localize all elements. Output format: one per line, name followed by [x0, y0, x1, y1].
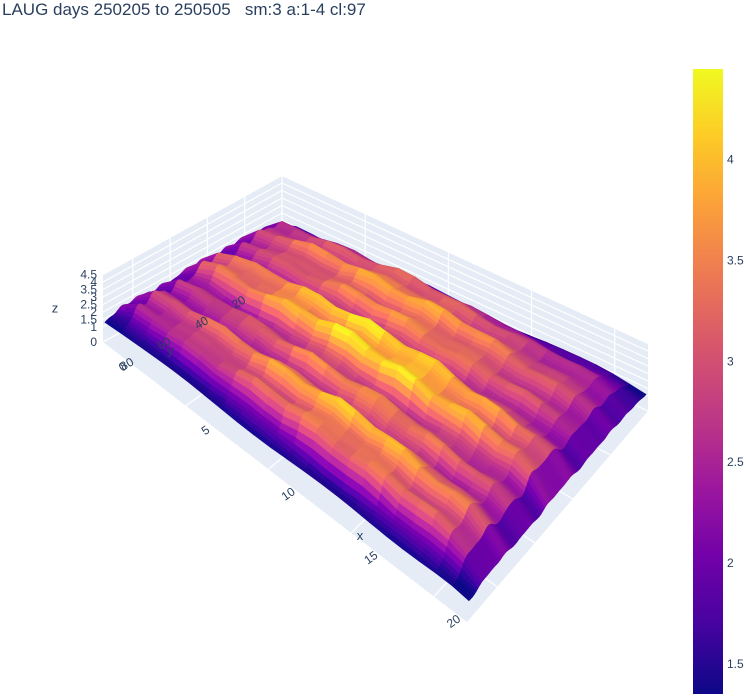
z-gridline	[281, 212, 649, 382]
z-gridline	[281, 174, 649, 345]
z-gridline	[102, 197, 283, 298]
y-axis-title: y	[167, 343, 174, 358]
z-tick-label: 4	[90, 275, 97, 289]
z-axis-title: z	[52, 300, 59, 315]
z-tick-label: 3.5	[80, 283, 97, 297]
z-gridline	[102, 174, 283, 276]
z-tick-label: 0	[90, 335, 97, 349]
colorbar-tick-label: 1.5	[727, 657, 744, 671]
z-gridline	[281, 204, 649, 375]
x-axis-title: x	[357, 528, 364, 543]
z-gridline	[102, 189, 283, 291]
x-tick-label: 5	[199, 423, 213, 438]
y-tick-label: 40	[192, 313, 211, 332]
colorbar: 1.5 2 2.5 3 3.5 4	[693, 69, 744, 694]
y-tick-label: 20	[229, 293, 248, 312]
y-tick-label: 60	[155, 334, 174, 353]
colorbar-gradient	[693, 69, 723, 694]
z-tick-label: 3	[90, 290, 97, 304]
z-gridline	[281, 189, 649, 360]
z-gridline	[102, 212, 283, 313]
chart-title: LAUG days 250205 to 250505 sm:3 a:1-4 cl…	[2, 0, 366, 19]
colorbar-tick-label: 4	[727, 153, 734, 167]
surface-mesh	[104, 221, 647, 602]
z-gridline	[281, 197, 649, 367]
z-gridline	[102, 204, 283, 306]
colorbar-tick-label: 2.5	[727, 455, 744, 469]
y-tick-label: 80	[118, 354, 137, 373]
z-tick-label: 1.5	[80, 313, 97, 327]
z-tick-label: 1	[90, 320, 97, 334]
surface-cell	[451, 583, 472, 602]
z-tick-label: 2.5	[80, 298, 97, 312]
z-tick-label: 2	[90, 305, 97, 319]
z-gridline	[281, 182, 649, 352]
z-tick-label: 4.5	[80, 268, 97, 282]
z-gridline	[102, 182, 283, 283]
colorbar-tick-label: 3.5	[727, 254, 744, 268]
colorbar-tick-label: 3	[727, 354, 734, 368]
colorbar-tick-label: 2	[727, 556, 734, 570]
